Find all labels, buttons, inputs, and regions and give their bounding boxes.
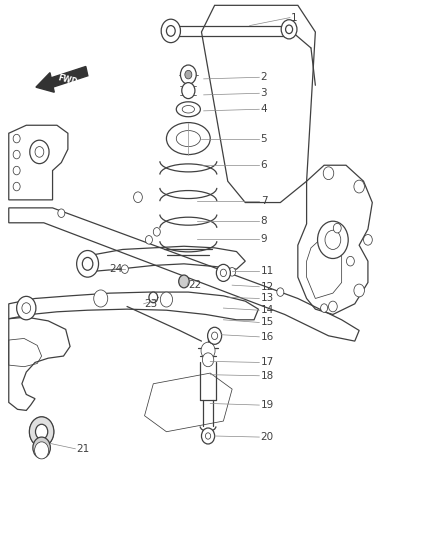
Circle shape [22,303,31,313]
Circle shape [13,166,20,175]
Circle shape [149,292,158,303]
Circle shape [35,424,48,439]
Circle shape [201,342,215,359]
Circle shape [185,70,192,79]
Circle shape [205,433,211,439]
Circle shape [35,147,44,157]
Circle shape [216,264,230,281]
Circle shape [323,167,334,180]
Circle shape [94,290,108,307]
Text: 23: 23 [145,299,158,309]
Circle shape [354,180,364,193]
Circle shape [364,235,372,245]
Text: 5: 5 [261,134,267,143]
Text: 22: 22 [188,280,201,290]
Circle shape [30,140,49,164]
Text: 7: 7 [261,197,267,206]
Circle shape [346,256,354,266]
Text: 11: 11 [261,266,274,276]
Circle shape [160,292,173,307]
Circle shape [121,265,128,273]
Circle shape [202,353,214,367]
Polygon shape [36,67,88,92]
Circle shape [286,25,293,34]
Circle shape [153,228,160,236]
Circle shape [318,221,348,259]
Text: 8: 8 [261,216,267,226]
Circle shape [33,437,50,458]
Circle shape [208,327,222,344]
Text: 21: 21 [77,444,90,454]
Circle shape [17,296,36,320]
Text: 2: 2 [261,72,267,82]
Circle shape [321,304,328,312]
Circle shape [35,442,49,459]
Circle shape [212,332,218,340]
Text: 9: 9 [261,234,267,244]
Text: 24: 24 [110,264,123,274]
Circle shape [333,223,341,233]
Circle shape [281,20,297,39]
Circle shape [145,236,152,244]
Circle shape [179,275,189,288]
Circle shape [161,19,180,43]
Circle shape [82,257,93,270]
Circle shape [182,83,195,99]
Text: 3: 3 [261,88,267,98]
Circle shape [58,209,65,217]
Circle shape [29,417,54,447]
Text: 13: 13 [261,294,274,303]
Text: 18: 18 [261,371,274,381]
Circle shape [77,251,99,277]
Text: 17: 17 [261,358,274,367]
Circle shape [166,26,175,36]
Circle shape [220,269,226,277]
Circle shape [13,150,20,159]
Circle shape [354,284,364,297]
Circle shape [134,192,142,203]
Circle shape [277,288,284,296]
Text: 16: 16 [261,332,274,342]
Circle shape [13,182,20,191]
Text: 12: 12 [261,282,274,292]
Text: 15: 15 [261,318,274,327]
Circle shape [180,65,196,84]
Circle shape [325,230,341,249]
Text: 4: 4 [261,104,267,114]
Circle shape [229,268,236,276]
Text: 1: 1 [291,13,298,22]
Text: 20: 20 [261,432,274,442]
Text: FWD: FWD [57,73,79,87]
Text: 14: 14 [261,305,274,315]
Circle shape [328,301,337,312]
Circle shape [13,134,20,143]
Text: 6: 6 [261,160,267,170]
Text: 19: 19 [261,400,274,410]
Circle shape [201,428,215,444]
